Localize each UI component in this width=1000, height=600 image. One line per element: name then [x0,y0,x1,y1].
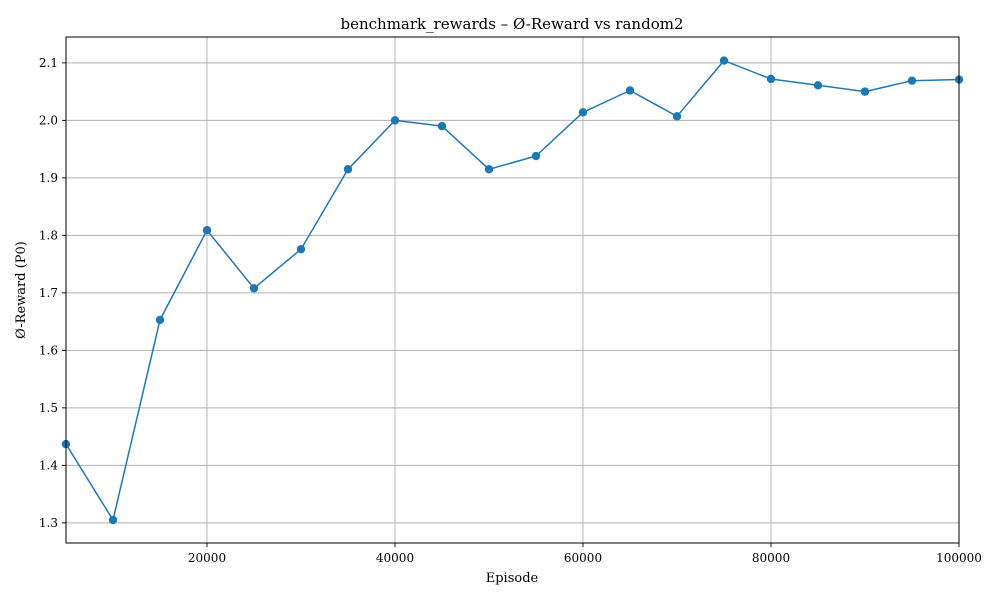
data-point [907,76,917,85]
y-tick-label: 1.5 [39,401,58,415]
y-axis-label: Ø-Reward (P0) [14,241,29,339]
data-points [61,56,964,525]
data-point [343,165,353,174]
y-tick-label: 1.4 [39,458,58,472]
data-point [108,515,118,525]
data-point [578,108,588,117]
plot-frame [65,36,960,544]
x-tick-label: 20000 [188,551,226,565]
x-tick-label: 100000 [936,551,982,565]
y-tick-label: 1.7 [39,286,58,300]
data-point [625,86,635,95]
y-tick-label: 1.3 [39,516,58,530]
chart-title: benchmark_rewards – Ø-Reward vs random2 [341,15,684,33]
series-line-group [65,59,960,521]
series-line [65,59,960,521]
y-tick-label: 1.8 [39,228,58,242]
x-axis-label: Episode [486,571,539,586]
x-axis-ticks: 20000 40000 60000 80000 100000 [188,543,982,565]
data-point [813,81,823,90]
grid [66,37,960,543]
data-point [296,244,306,254]
data-point [860,87,870,96]
data-point [390,116,400,125]
y-tick-label: 2.1 [39,56,58,70]
data-point [155,315,165,325]
x-tick-label: 80000 [752,551,790,565]
y-axis-ticks: 1.3 1.4 1.5 1.6 1.7 1.8 1.9 2.0 2.1 [39,56,66,530]
y-tick-label: 1.9 [39,171,58,185]
data-point [719,56,729,65]
data-point [766,74,776,84]
data-point [672,112,682,121]
x-tick-label: 40000 [376,551,414,565]
data-point [531,151,541,161]
y-tick-label: 2.0 [39,113,58,127]
data-point [437,121,447,131]
data-point [249,284,259,293]
y-tick-label: 1.6 [39,343,58,357]
data-point [202,226,212,235]
data-point [484,165,494,174]
x-tick-label: 60000 [564,551,602,565]
